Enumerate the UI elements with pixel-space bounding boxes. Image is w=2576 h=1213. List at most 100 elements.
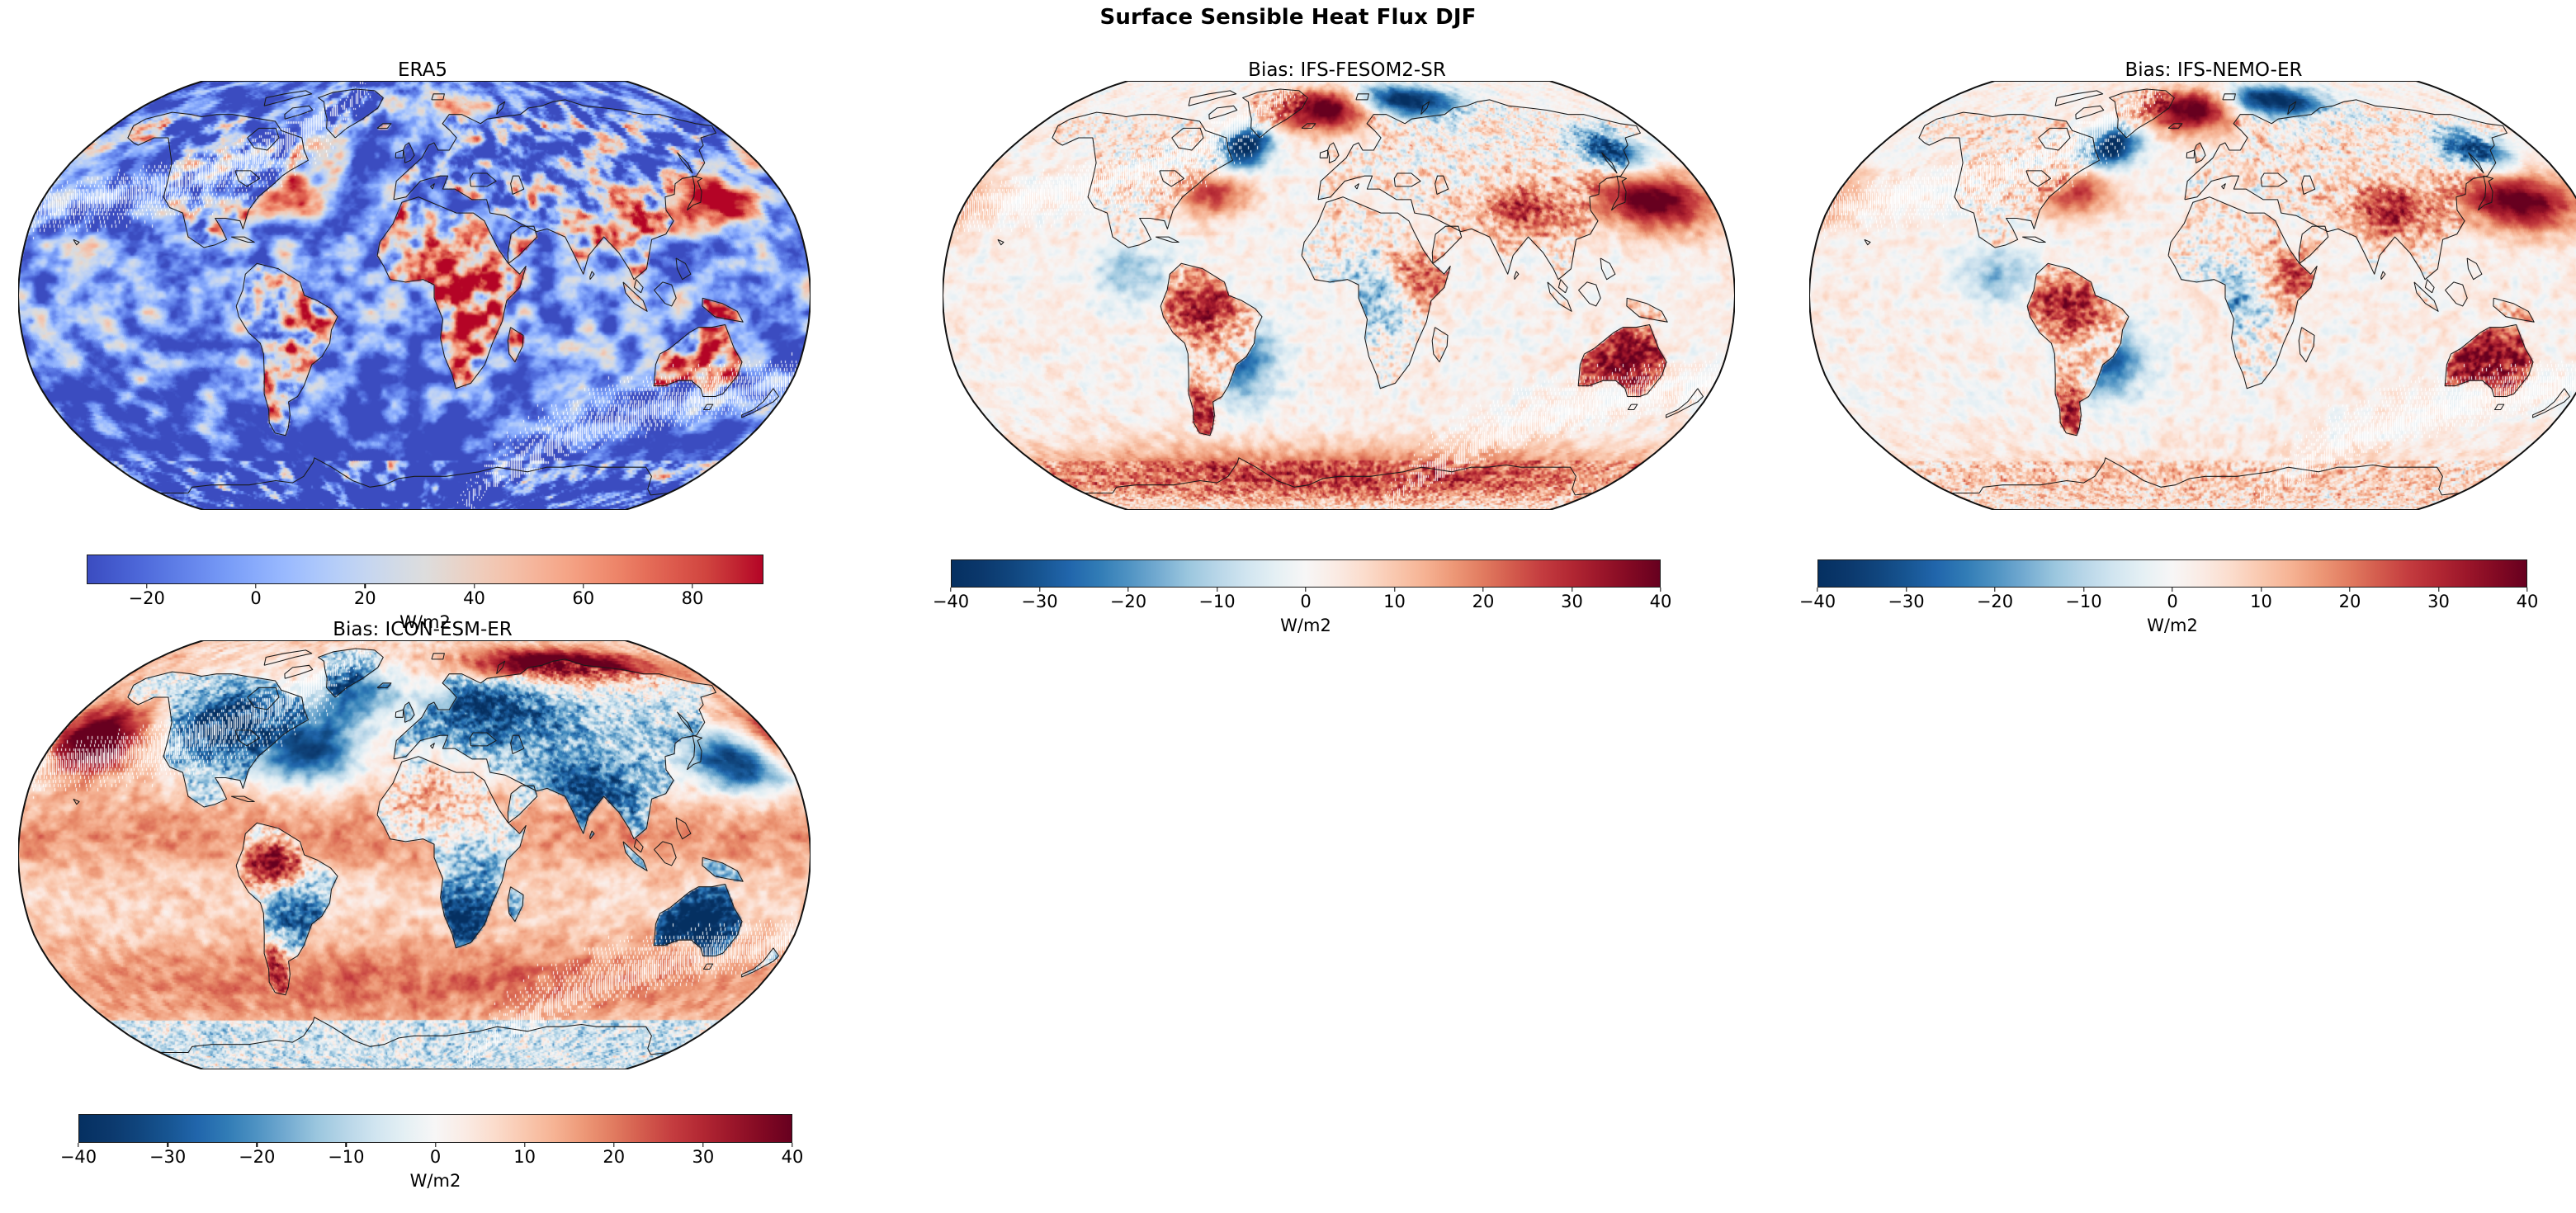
map-svg xyxy=(1809,81,2576,510)
panel-title-ifs-fesom2-sr: Bias: IFS-FESOM2-SR xyxy=(1248,59,1446,81)
coastline-path xyxy=(376,682,392,688)
colorbar-tick-label: 60 xyxy=(572,588,595,608)
colorbar-ticks-ifs-fesom2-sr: −40 −30 −20 −10 0 10 20 30 40 xyxy=(933,588,1671,616)
colorbar-tickmark xyxy=(1038,588,1041,592)
coastline-path xyxy=(1577,323,1667,398)
map-frame xyxy=(18,640,811,1069)
colorbar-tickmark xyxy=(1305,588,1307,592)
coastline-path xyxy=(1355,93,1369,101)
coastline-path xyxy=(1627,404,1638,411)
colorbar-tickmark xyxy=(1482,588,1484,592)
map-svg xyxy=(18,81,811,510)
coastline-path xyxy=(702,963,714,970)
coastline-path xyxy=(1431,225,1463,264)
coastline-path xyxy=(1666,388,1704,418)
coastline-path xyxy=(127,671,309,808)
panel-era5: ERA5 xyxy=(18,58,827,553)
coastline-path xyxy=(127,111,309,248)
coastline-path xyxy=(1319,149,1329,158)
coastline-path xyxy=(247,687,280,710)
colorbar-tickmark xyxy=(523,1143,526,1147)
coastline-path xyxy=(247,127,280,151)
colorbar-tickmark xyxy=(364,584,366,588)
coastline-path xyxy=(2260,172,2288,187)
coastline-path xyxy=(2287,101,2297,116)
coastline-path xyxy=(1393,172,1421,187)
colorbar-tickmark xyxy=(434,1143,437,1147)
map-svg xyxy=(18,640,811,1069)
coastline-path xyxy=(393,99,716,281)
coastline-path xyxy=(403,142,415,163)
colorbar-gradient-ifs-nemo-er xyxy=(1817,559,2527,588)
panel-title-ifs-nemo-er: Bias: IFS-NEMO-ER xyxy=(2125,59,2303,81)
coastline-path xyxy=(677,711,693,734)
coastline-path xyxy=(73,238,80,246)
coastline-path xyxy=(318,88,384,139)
coastlines xyxy=(997,88,1704,496)
colorbar-tick-label: 40 xyxy=(1649,592,1672,611)
coastline-path xyxy=(507,225,538,264)
colorbar-label-icon-esm-er: W/m2 xyxy=(409,1171,461,1191)
coastline-path xyxy=(376,123,392,129)
coastline-path xyxy=(1317,99,1641,281)
map-field-raster xyxy=(1809,81,2576,510)
coastline-path xyxy=(1327,142,1340,163)
coastline-path xyxy=(997,238,1004,246)
coastline-path xyxy=(1435,175,1449,195)
colorbar-tickmark xyxy=(1905,588,1907,592)
colorbar-tickmark xyxy=(1127,588,1129,592)
map-era5 xyxy=(18,81,811,510)
coastline-path xyxy=(2184,99,2507,281)
coastline-path xyxy=(1601,152,1618,174)
colorbar-tickmark xyxy=(1660,588,1661,592)
colorbar-tickmark xyxy=(2260,588,2262,592)
colorbar-tickmark xyxy=(613,1143,615,1147)
panel-icon-esm-er: Bias: ICON-ESM-ER xyxy=(18,617,827,1112)
coastline-path xyxy=(263,90,313,106)
colorbar-tick-label: −20 xyxy=(1976,592,2014,611)
coastline-path xyxy=(1918,111,2100,248)
coastline-path xyxy=(1578,281,1601,307)
colorbar-tickmark xyxy=(146,584,148,588)
coastline-path xyxy=(2413,281,2439,312)
coastline-path xyxy=(1950,457,2460,496)
coastline-path xyxy=(741,947,780,978)
coastline-path xyxy=(1557,279,1568,294)
coastline-path xyxy=(2466,257,2483,281)
coastline-path xyxy=(675,257,692,281)
coastline-path xyxy=(469,732,497,747)
coastline-path xyxy=(2424,279,2435,294)
coastline-path xyxy=(677,152,693,174)
coastline-path xyxy=(2298,327,2315,363)
coastlines xyxy=(1864,88,2571,496)
coastline-path xyxy=(654,281,677,307)
coastline-path xyxy=(2532,388,2571,418)
coastline-path xyxy=(2054,90,2104,106)
coastline-path xyxy=(675,817,692,840)
coastline-path xyxy=(395,149,404,158)
panel-ifs-fesom2-sr: Bias: IFS-FESOM2-SR xyxy=(943,58,1751,553)
colorbar-tickmark xyxy=(256,1143,258,1147)
colorbar-tickmark xyxy=(2082,588,2085,592)
coastline-path xyxy=(263,649,313,666)
coastline-path xyxy=(430,743,435,749)
colorbar-tick-label: −30 xyxy=(1888,592,1925,611)
colorbar-era5: −20 0 20 40 60 80 W/m2 xyxy=(87,555,763,632)
colorbar-tick-label: −20 xyxy=(1109,592,1147,611)
coastline-path xyxy=(510,175,525,195)
coastline-path xyxy=(469,172,497,187)
colorbar-tick-label: −10 xyxy=(2065,592,2102,611)
colorbar-ticks-era5: −20 0 20 40 60 80 xyxy=(87,584,763,612)
coastline-path xyxy=(1156,236,1179,243)
coastline-path xyxy=(510,734,525,754)
colorbar-tick-label: 40 xyxy=(2516,592,2539,611)
colorbar-tick-label: 30 xyxy=(1561,592,1583,611)
coastline-path xyxy=(1242,88,1308,139)
colorbar-tickmark xyxy=(2437,588,2440,592)
coastline-path xyxy=(395,709,404,718)
colorbar-tick-label: −30 xyxy=(149,1147,187,1167)
coastline-path xyxy=(159,1017,669,1055)
coastline-path xyxy=(702,857,744,882)
coastline-path xyxy=(633,838,644,853)
coastline-path xyxy=(2194,142,2206,163)
